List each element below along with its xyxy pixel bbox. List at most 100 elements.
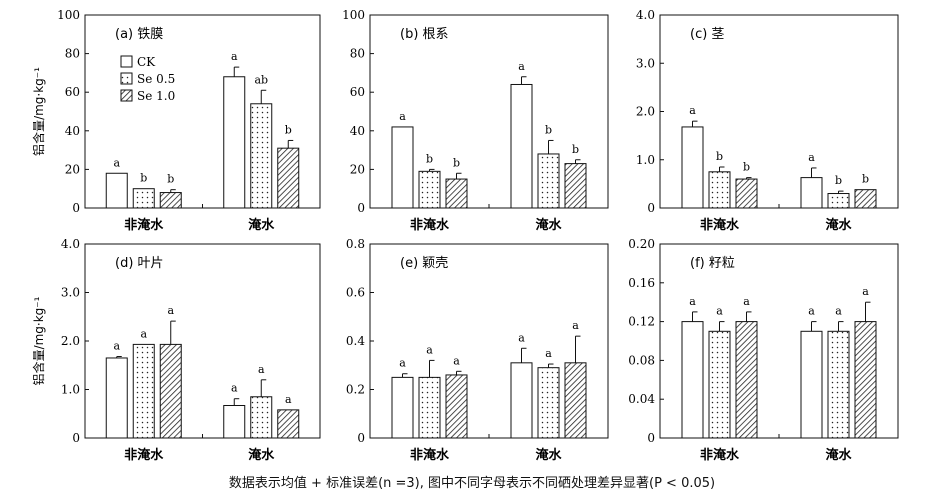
panel-title: (a) 铁膜 [115,27,163,42]
significance-letter: a [258,363,265,376]
chart-panel: 0 0.2 0.4 0.6 0.8 非淹水 淹水 (e) 颖壳 a a a a a a [346,237,609,463]
y-tick-label: 0.16 [628,276,655,290]
panel-title: (c) 茎 [690,27,724,42]
significance-letter: a [716,305,723,318]
bar [445,374,468,439]
bar [800,330,823,439]
y-tick-label: 40 [65,124,80,138]
y-tick-label: 0 [357,431,365,445]
x-tick-label: 淹水 [825,217,852,233]
bar [418,170,441,209]
y-tick-label: 0 [72,431,80,445]
chart-panel: 0 1.0 2.0 3.0 4.0 非淹水 淹水 (d) 叶片 a a a a a a 铝含量/mg·kg⁻… [31,237,321,463]
bar [250,103,273,209]
bar [159,192,182,209]
legend-swatch [120,72,133,85]
bar [445,178,468,209]
bar [735,178,758,209]
y-tick-label: 0.2 [346,383,365,397]
significance-letter: b [716,150,723,163]
y-tick-label: 0.12 [628,315,655,329]
y-tick-label: 60 [350,85,365,99]
chart-panel: 0 0.04 0.08 0.12 0.16 0.20 非淹水 淹水 (f) 籽粒 a a a a a a [628,237,899,463]
significance-letter: b [743,161,750,174]
bar [854,189,877,209]
significance-letter: a [167,304,174,317]
panel-title: (d) 叶片 [115,256,164,271]
bar [800,177,823,209]
y-axis-title: 铝含量/mg·kg⁻¹ [31,67,46,156]
bar [105,172,128,209]
bar [564,163,587,209]
bar [854,321,877,439]
significance-letter: a [689,295,696,308]
significance-letter: a [572,319,579,332]
y-tick-label: 2.0 [61,334,80,348]
y-tick-label: 2.0 [636,105,655,119]
significance-letter: b [572,143,579,156]
y-tick-label: 0.04 [628,392,655,406]
y-tick-label: 3.0 [61,286,80,300]
y-tick-label: 0 [357,201,365,215]
legend-label: CK [137,55,156,69]
significance-letter: a [231,50,238,63]
significance-letter: ab [254,73,268,86]
bar [708,330,731,439]
significance-letter: b [835,174,842,187]
y-tick-label: 20 [350,162,365,176]
y-tick-label: 0.6 [346,286,365,300]
significance-letter: a [518,331,525,344]
bar [827,193,850,209]
bar [537,153,560,209]
significance-letter: a [113,340,120,353]
bar [510,83,533,209]
significance-letter: a [399,357,406,370]
legend-label: Se 0.5 [137,72,175,86]
x-tick-label: 淹水 [535,447,562,463]
bar [159,343,182,439]
y-tick-label: 100 [57,8,80,22]
y-tick-label: 1.0 [636,153,655,167]
panel-title: (b) 根系 [400,27,449,42]
significance-letter: a [426,343,433,356]
y-tick-label: 3.0 [636,56,655,70]
significance-letter: b [545,123,552,136]
y-tick-label: 20 [65,162,80,176]
x-tick-label: 淹水 [248,447,275,463]
bar [391,126,414,209]
significance-letter: b [862,173,869,186]
bar [735,321,758,439]
significance-letter: a [808,305,815,318]
legend-label: Se 1.0 [137,89,175,103]
significance-letter: a [808,151,815,164]
x-tick-label: 淹水 [248,217,275,233]
legend-swatch [120,55,133,68]
bar [418,376,441,439]
y-tick-label: 80 [65,47,80,61]
bar [105,357,128,439]
bar [132,343,155,439]
x-tick-label: 非淹水 [410,447,450,463]
panel-title: (f) 籽粒 [690,256,735,271]
bar [681,321,704,439]
x-tick-label: 淹水 [825,447,852,463]
y-tick-label: 0 [72,201,80,215]
x-tick-label: 淹水 [535,217,562,233]
y-tick-label: 100 [342,8,365,22]
bar [223,76,246,209]
y-axis-title: 铝含量/mg·kg⁻¹ [31,296,46,385]
significance-letter: a [453,354,460,367]
x-tick-label: 非淹水 [124,217,164,233]
significance-letter: b [285,123,292,136]
bar [681,126,704,209]
bar [708,171,731,209]
significance-letter: a [835,305,842,318]
significance-letter: a [231,382,238,395]
chart-panel: 0 20 40 60 80 100 非淹水 淹水 (b) 根系 a b b a b b [342,8,609,233]
legend-swatch [120,89,133,102]
y-tick-label: 0.08 [628,353,655,367]
significance-letter: a [399,110,406,123]
significance-letter: a [113,156,120,169]
x-tick-label: 非淹水 [700,447,740,463]
bar [277,409,300,439]
